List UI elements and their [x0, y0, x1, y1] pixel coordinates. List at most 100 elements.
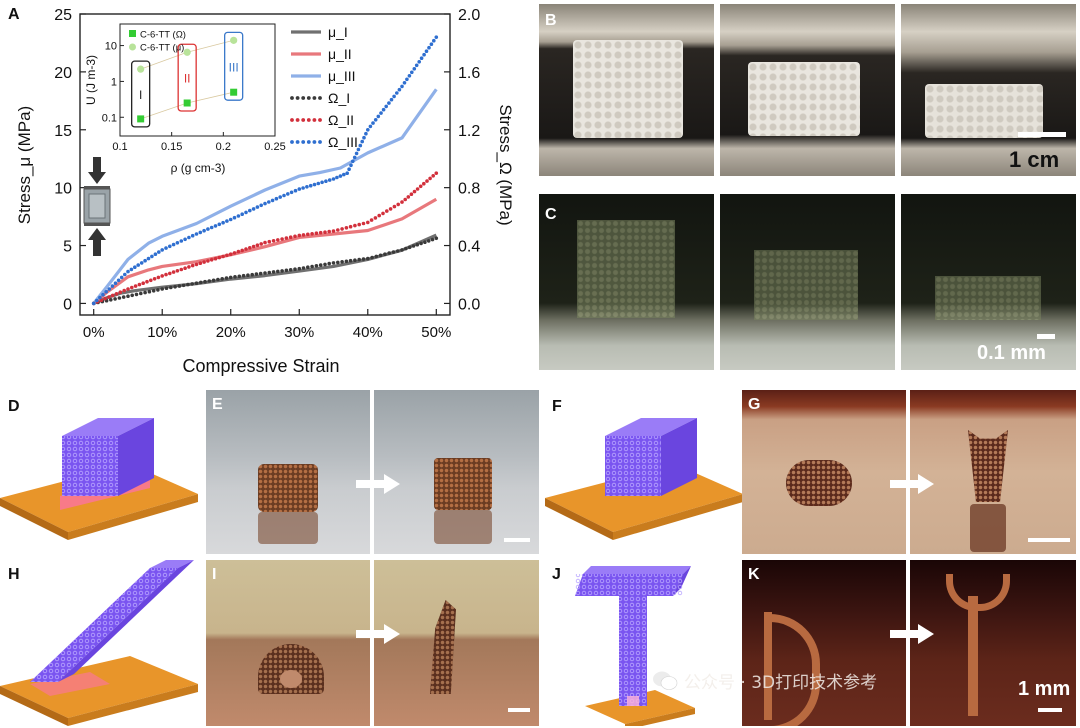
- series-point: [373, 118, 378, 122]
- series-point: [349, 163, 353, 168]
- series-point: [392, 94, 396, 99]
- series-point: [389, 97, 394, 102]
- series-point: [109, 298, 113, 302]
- series-point: [221, 254, 225, 259]
- series-point: [323, 262, 327, 267]
- series-point: [246, 273, 250, 278]
- series-point: [119, 275, 124, 280]
- series-point: [320, 180, 324, 185]
- series-point: [179, 239, 184, 243]
- series-point: [130, 285, 134, 290]
- series-point: [133, 284, 138, 288]
- series-point: [187, 265, 191, 269]
- series-point: [121, 295, 126, 299]
- panel-label-g: G: [748, 396, 761, 413]
- series-point: [407, 245, 412, 250]
- series-point: [113, 297, 117, 301]
- series-point: [426, 239, 431, 243]
- series-point: [221, 220, 225, 225]
- series-point: [314, 231, 319, 235]
- series-point: [429, 42, 434, 46]
- series-point: [357, 222, 362, 227]
- series-point: [362, 135, 366, 140]
- photo-b-3: [901, 4, 1076, 176]
- series-point: [374, 254, 379, 259]
- photo-b-1: [539, 4, 714, 176]
- series-point: [160, 287, 164, 291]
- inset-legend-swatch: [129, 30, 136, 37]
- series-point: [308, 183, 313, 188]
- photo-c-3: [901, 194, 1076, 370]
- series-point: [331, 261, 336, 265]
- series-point: [385, 209, 389, 213]
- x-tick-label: 10%: [147, 324, 177, 341]
- photo-b-2: [720, 4, 895, 176]
- series-point: [179, 267, 184, 272]
- schematic-j: [575, 566, 695, 726]
- series-point: [181, 283, 186, 288]
- series-point: [400, 200, 404, 204]
- y2-tick-label: 0.8: [458, 181, 480, 198]
- series-point: [415, 242, 420, 247]
- series-point: [126, 269, 130, 274]
- inset-point: [230, 36, 238, 44]
- series-point: [412, 67, 417, 71]
- series-point: [147, 289, 152, 294]
- inset-x-tick-label: 0.2: [216, 141, 231, 153]
- x-tick-label: 30%: [284, 324, 314, 341]
- series-point: [194, 281, 199, 286]
- series-point: [263, 201, 267, 206]
- series-point: [301, 186, 305, 190]
- series-point: [378, 253, 383, 258]
- inset-group-label: III: [229, 60, 239, 74]
- series-point: [276, 269, 280, 274]
- series-point: [342, 172, 346, 177]
- series-point: [428, 176, 432, 181]
- legend-entry: Ω_I: [328, 90, 350, 106]
- series-point: [175, 241, 180, 245]
- series-point: [157, 250, 161, 254]
- series-point: [255, 243, 260, 247]
- series-point: [209, 258, 214, 262]
- series-point: [379, 111, 383, 115]
- series-point: [366, 256, 370, 261]
- series-point: [310, 232, 314, 236]
- series-point: [241, 273, 246, 278]
- y2-tick-label: 0.0: [458, 296, 480, 313]
- arrow-icon: [890, 474, 934, 494]
- series-point: [425, 179, 429, 183]
- photo-c-2: [720, 194, 895, 370]
- series-point: [312, 182, 317, 187]
- series-point: [340, 227, 344, 231]
- series-point: [419, 241, 423, 246]
- series-point: [133, 265, 137, 270]
- panel-e: E: [206, 390, 539, 554]
- series-point: [216, 277, 220, 282]
- inset-point: [183, 99, 191, 107]
- series-point: [338, 174, 343, 178]
- panel-label-i: I: [212, 566, 217, 583]
- series-point: [168, 271, 172, 276]
- series-point: [280, 237, 284, 241]
- series-point: [284, 268, 289, 273]
- legend-swatch: [290, 140, 322, 144]
- series-point: [356, 147, 361, 152]
- series-point: [396, 249, 400, 253]
- series-point: [348, 258, 353, 263]
- inset-x-axis-label: ρ (g cm-3): [171, 161, 226, 175]
- series-point: [293, 267, 297, 272]
- series-dots-omega_I: [91, 236, 439, 306]
- series-line-mu_III: [92, 88, 438, 305]
- series-point: [371, 121, 375, 125]
- panel-g: G: [742, 390, 1076, 554]
- series-point: [190, 233, 195, 238]
- series-point: [412, 189, 417, 194]
- series-point: [364, 131, 368, 136]
- series-point: [381, 211, 385, 216]
- series-point: [136, 263, 140, 267]
- panel-label-h: H: [8, 566, 20, 583]
- series-point: [409, 192, 414, 196]
- series-point: [306, 232, 310, 237]
- series-point: [126, 287, 130, 291]
- photo-e-2: [374, 390, 539, 554]
